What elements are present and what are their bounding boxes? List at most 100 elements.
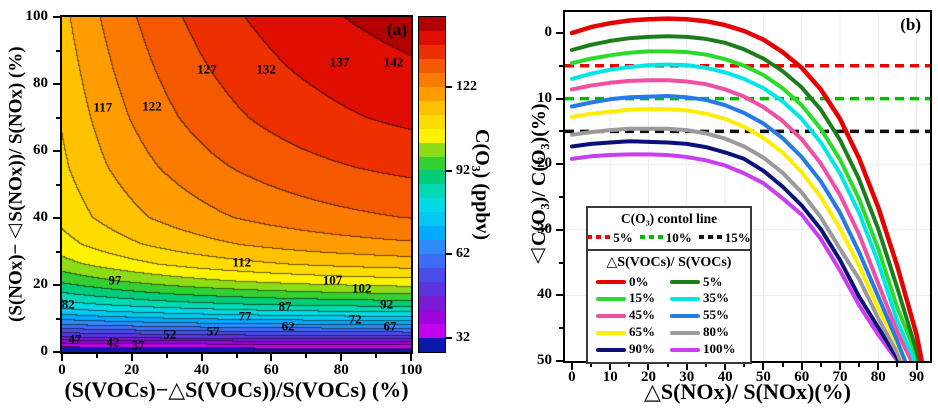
- series-legend: △S(VOCs)/ S(VOCs) 0% 5% 15% 35% 45% 55% 65% 80%…: [586, 249, 752, 365]
- series-line-sample: [596, 296, 626, 301]
- panel-a-x-tick: [130, 354, 133, 361]
- contour-line-label: 117: [93, 99, 113, 115]
- panel-b-x-tick: [800, 363, 803, 370]
- panel-a-y-tick-label: 100: [25, 8, 49, 24]
- colorbar-band: [419, 170, 445, 185]
- series-line-sample: [670, 279, 700, 284]
- contour-line-label: 62: [281, 318, 295, 334]
- colorbar-tick: [446, 85, 452, 88]
- series-line-sample: [596, 330, 626, 335]
- panel-b-x-tick: [838, 363, 841, 370]
- control-line-legend-item: 10%: [639, 229, 692, 245]
- contour-line-label: 122: [142, 98, 162, 114]
- series-legend-label: 35%: [703, 290, 729, 306]
- control-line-legend-item: 15%: [698, 231, 751, 244]
- contour-line-label: 137: [329, 54, 350, 70]
- panel-a-x-tick-label: 0: [58, 362, 66, 378]
- control-line-legend-label: 10%: [665, 229, 692, 245]
- control-line-dash-sample: [639, 235, 664, 240]
- panel-b-y-tick-label: 30: [537, 220, 552, 237]
- series-legend-item: 15%: [596, 290, 668, 306]
- series-legend-label: 55%: [703, 307, 729, 323]
- colorbar: [418, 16, 446, 353]
- panel-b-y-tick-label: 50: [537, 352, 552, 368]
- panel-a-x-minor-tick: [235, 354, 238, 358]
- contour-canvas: [62, 17, 411, 352]
- panel-b-x-tick-label: 60: [794, 369, 810, 385]
- panel-a-y-tick: [53, 284, 60, 286]
- control-line-legend: C(O₃) contol line 5% 10% 15%: [586, 206, 752, 251]
- panel-a-x-minor-tick: [375, 354, 378, 358]
- control-line-dash-sample: [587, 235, 612, 240]
- series-legend-item: 55%: [670, 307, 742, 323]
- series-line-sample: [596, 279, 626, 284]
- contour-line-label: 102: [352, 280, 372, 296]
- panel-b-y-tick: [556, 163, 563, 166]
- panel-b-y-tick-label: 40: [537, 286, 552, 303]
- panel-a-x-tick-label: 80: [333, 362, 349, 378]
- panel-b-x-tick: [915, 363, 918, 370]
- series-curve-0%: [569, 16, 925, 361]
- series-curve-55%: [569, 94, 908, 361]
- panel-b-y-tick-label: 20: [537, 155, 552, 172]
- series-curve-45%: [569, 78, 914, 361]
- panel-a-y-tick: [53, 217, 60, 219]
- panel-b-x-tick-label: 30: [679, 369, 695, 385]
- panel-a-x-tick: [270, 354, 273, 361]
- series-legend-label: 90%: [629, 341, 655, 357]
- panel-a-x-axis-title: (S(VOCs)−△S(VOCs))/S(VOCs) (%): [64, 377, 409, 402]
- colorbar-band: [419, 254, 445, 269]
- series-legend-item: 5%: [670, 274, 742, 290]
- panel-b-x-tick-label: 70: [832, 369, 848, 385]
- contour-line-label: 132: [256, 61, 276, 77]
- panel-a-x-tick: [61, 354, 63, 361]
- panel-a-x-tick-label: 20: [124, 362, 140, 378]
- colorbar-band: [419, 44, 445, 59]
- series-legend-item: 80%: [670, 324, 742, 340]
- panel-b-x-minor-tick: [781, 363, 784, 367]
- panel-a-y-tick: [53, 16, 60, 18]
- colorbar-band: [419, 296, 445, 311]
- colorbar-band: [419, 100, 445, 115]
- contour-line-label: 37: [131, 337, 145, 353]
- colorbar-tick: [446, 169, 452, 172]
- panel-a-x-tick-label: 40: [194, 362, 210, 378]
- panel-a-x-minor-tick: [165, 354, 168, 358]
- panel-b-x-minor-tick: [666, 363, 669, 367]
- panel-b-x-tick-label: 90: [909, 369, 925, 385]
- colorbar-band: [419, 282, 445, 297]
- panel-a-y-minor-tick: [56, 116, 60, 119]
- series-legend-item: 0%: [596, 274, 668, 290]
- panel-a-x-tick-label: 100: [399, 362, 423, 378]
- panel-a-x-tick-label: 60: [263, 362, 279, 378]
- panel-b-x-tick: [685, 363, 688, 370]
- panel-b-x-minor-tick: [704, 363, 707, 367]
- colorbar-band: [419, 310, 445, 324]
- panel-b-x-tick: [762, 363, 765, 370]
- panel-a-x-minor-tick: [305, 354, 308, 358]
- panel-a-y-minor-tick: [56, 317, 60, 320]
- contour-line-label: 52: [163, 326, 177, 342]
- panel-b-y-tick: [556, 360, 563, 362]
- series-line-sample: [670, 330, 700, 335]
- series-curve-90%: [569, 139, 901, 361]
- panel-b-x-minor-tick: [819, 363, 822, 367]
- colorbar-band: [419, 58, 445, 73]
- series-line-sample: [670, 313, 700, 318]
- colorbar-band: [419, 17, 445, 31]
- contour-line-label: 107: [322, 272, 343, 288]
- colorbar-tick-label: 92: [456, 162, 470, 178]
- series-legend-label: 100%: [703, 341, 736, 357]
- panel-a-y-tick-label: 80: [33, 75, 48, 91]
- control-line-dash-sample: [698, 235, 723, 240]
- series-curve-80%: [569, 126, 903, 361]
- contour-line-label: 47: [68, 331, 82, 347]
- series-curve-35%: [569, 62, 916, 361]
- series-legend-items: 0% 5% 15% 35% 45% 55% 65% 80% 90% 100%: [596, 274, 742, 358]
- colorbar-band: [419, 240, 445, 255]
- panel-b-x-tick: [724, 363, 727, 370]
- series-legend-label: 15%: [629, 290, 655, 306]
- panel-b-x-tick-label: 0: [568, 369, 576, 385]
- control-line-legend-item: 5%: [587, 231, 633, 244]
